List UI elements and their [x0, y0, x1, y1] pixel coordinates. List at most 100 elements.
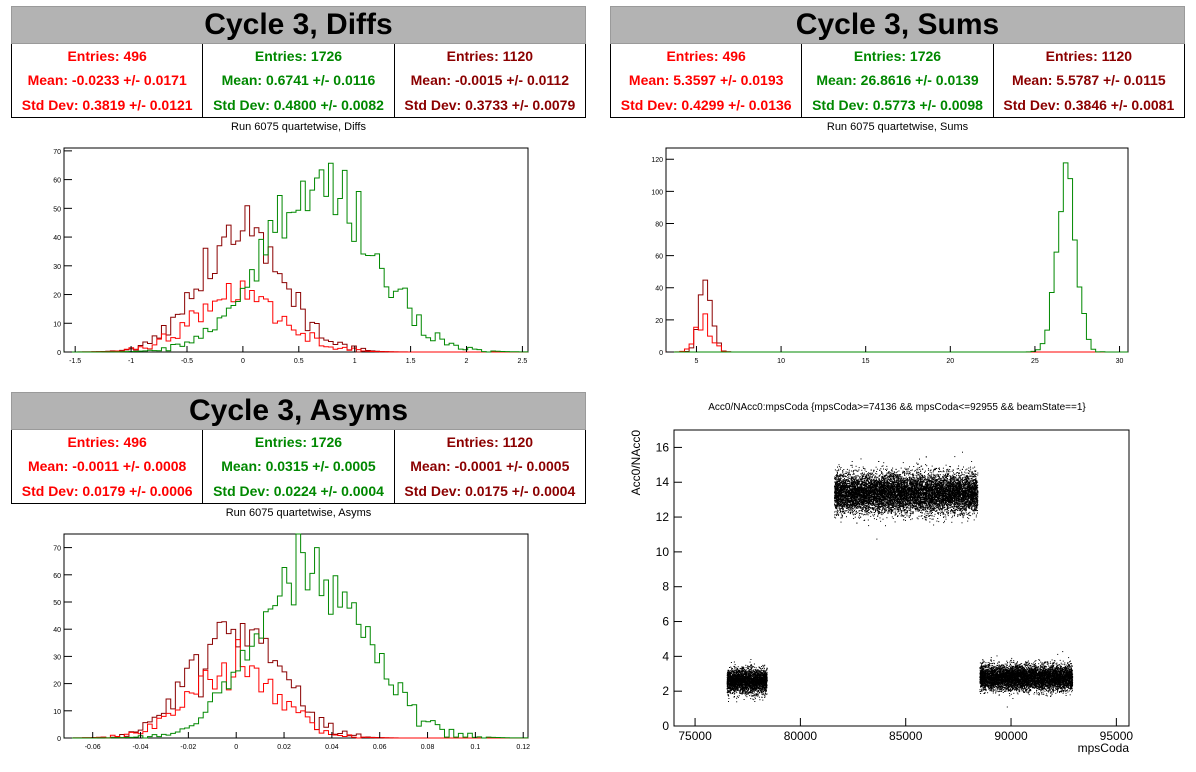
- scatter-point: [756, 687, 757, 689]
- scatter-point: [729, 673, 731, 675]
- scatter-point: [757, 691, 759, 693]
- scatter-point: [737, 688, 739, 690]
- y-tick-label: 40: [655, 286, 663, 293]
- scatter-point: [748, 676, 750, 678]
- x-tick-label: 0: [241, 358, 245, 365]
- scatter-point: [763, 693, 765, 695]
- scatter-point: [753, 670, 754, 672]
- scatter-point: [754, 701, 756, 702]
- scatter-point: [757, 675, 759, 677]
- scatter-point: [754, 666, 756, 668]
- scatter-point: [760, 683, 762, 685]
- stat-entries: Entries: 1726: [255, 48, 342, 64]
- stat-mean: Mean: -0.0233 +/- 0.0171: [28, 72, 187, 88]
- scatter-point: [764, 678, 766, 679]
- scatter-point: [732, 669, 734, 671]
- scatter-point: [739, 677, 741, 679]
- scatter-point: [727, 685, 728, 687]
- scatter-point: [757, 670, 759, 672]
- stat-stddev: Std Dev: 0.3819 +/- 0.0121: [22, 97, 193, 113]
- scatter-point: [756, 679, 758, 681]
- scatter-point: [762, 688, 764, 690]
- scatter-point: [747, 691, 749, 693]
- scatter-point: [744, 690, 746, 692]
- scatter-point: [735, 680, 737, 682]
- scatter-point: [752, 691, 754, 692]
- scatter-point: [896, 471, 898, 473]
- x-tick-label: 5: [695, 358, 699, 365]
- scatter-point: [733, 693, 735, 695]
- scatter-point: [735, 671, 737, 673]
- scatter-point: [733, 661, 735, 663]
- scatter-point: [764, 696, 766, 698]
- scatter-point: [726, 673, 728, 675]
- scatter-point: [734, 671, 736, 673]
- scatter-point: [735, 669, 737, 671]
- scatter-point: [726, 678, 728, 680]
- scatter-point: [766, 681, 768, 683]
- stat-stddev: Std Dev: 0.0175 +/- 0.0004: [404, 483, 575, 499]
- scatter-point: [751, 673, 753, 675]
- scatter-point: [765, 690, 767, 692]
- scatter-point: [747, 675, 749, 677]
- x-tick-label: 1: [353, 358, 357, 365]
- scatter-point: [906, 513, 908, 515]
- scatter-point: [748, 669, 750, 671]
- scatter-point: [747, 670, 749, 672]
- scatter-point: [925, 464, 927, 466]
- x-tick-label: 0.12: [516, 744, 530, 751]
- scatter-point: [759, 688, 761, 689]
- scatter-point: [744, 693, 746, 695]
- scatter-point: [763, 686, 765, 688]
- scatter-point: [730, 693, 732, 695]
- stat-stddev: Std Dev: 0.5773 +/- 0.0098: [812, 97, 983, 113]
- scatter-point: [752, 672, 754, 674]
- scatter-point: [750, 688, 752, 689]
- scatter-point: [747, 693, 749, 695]
- scatter-point: [752, 690, 754, 692]
- stat-stddev: Std Dev: 0.3846 +/- 0.0081: [1003, 97, 1174, 113]
- scatter-point: [749, 688, 751, 690]
- scatter-point: [963, 466, 964, 468]
- scatter-point: [757, 686, 759, 688]
- scatter-point: [733, 669, 735, 671]
- scatter-point: [758, 696, 760, 698]
- scatter-point: [765, 675, 767, 676]
- scatter-point: [728, 679, 730, 681]
- scatter-plot: 75000 80000 85000 90000 950000246810121416mp…: [629, 429, 1133, 755]
- scatter-point: [736, 672, 738, 674]
- scatter-point: [757, 673, 759, 675]
- scatter-point: [750, 674, 751, 676]
- scatter-point: [741, 668, 742, 670]
- scatter-point: [745, 667, 747, 669]
- scatter-point: [745, 695, 747, 697]
- scatter-point: [758, 674, 760, 676]
- scatter-point: [766, 679, 768, 681]
- scatter-point: [944, 510, 946, 512]
- scatter-point: [735, 675, 737, 677]
- scatter-point: [852, 474, 854, 475]
- scatter-point: [731, 682, 733, 684]
- scatter-point: [753, 699, 755, 701]
- scatter-point: [744, 671, 746, 672]
- scatter-point: [729, 689, 731, 691]
- scatter-point: [763, 671, 765, 673]
- scatter-point: [727, 694, 729, 696]
- scatter-point: [928, 468, 929, 470]
- scatter-point: [753, 694, 755, 696]
- scatter-point: [748, 681, 750, 683]
- scatter-point: [762, 699, 764, 701]
- scatter-point: [753, 674, 755, 676]
- x-tick-label: 0.06: [373, 744, 387, 751]
- scatter-point: [735, 670, 737, 672]
- scatter-point: [736, 680, 738, 681]
- scatter-point: [748, 672, 750, 674]
- scatter-point: [740, 689, 742, 691]
- scatter-point: [762, 693, 764, 695]
- scatter-point: [880, 468, 882, 470]
- histogram-series-red: [665, 313, 1128, 353]
- scatter-point: [734, 674, 736, 676]
- diffs-stats-red: Entries: 496 Mean: -0.0233 +/- 0.0171 St…: [12, 44, 202, 117]
- asyms-stats-red: Entries: 496 Mean: -0.0011 +/- 0.0008 St…: [12, 430, 202, 503]
- scatter-point: [752, 672, 754, 674]
